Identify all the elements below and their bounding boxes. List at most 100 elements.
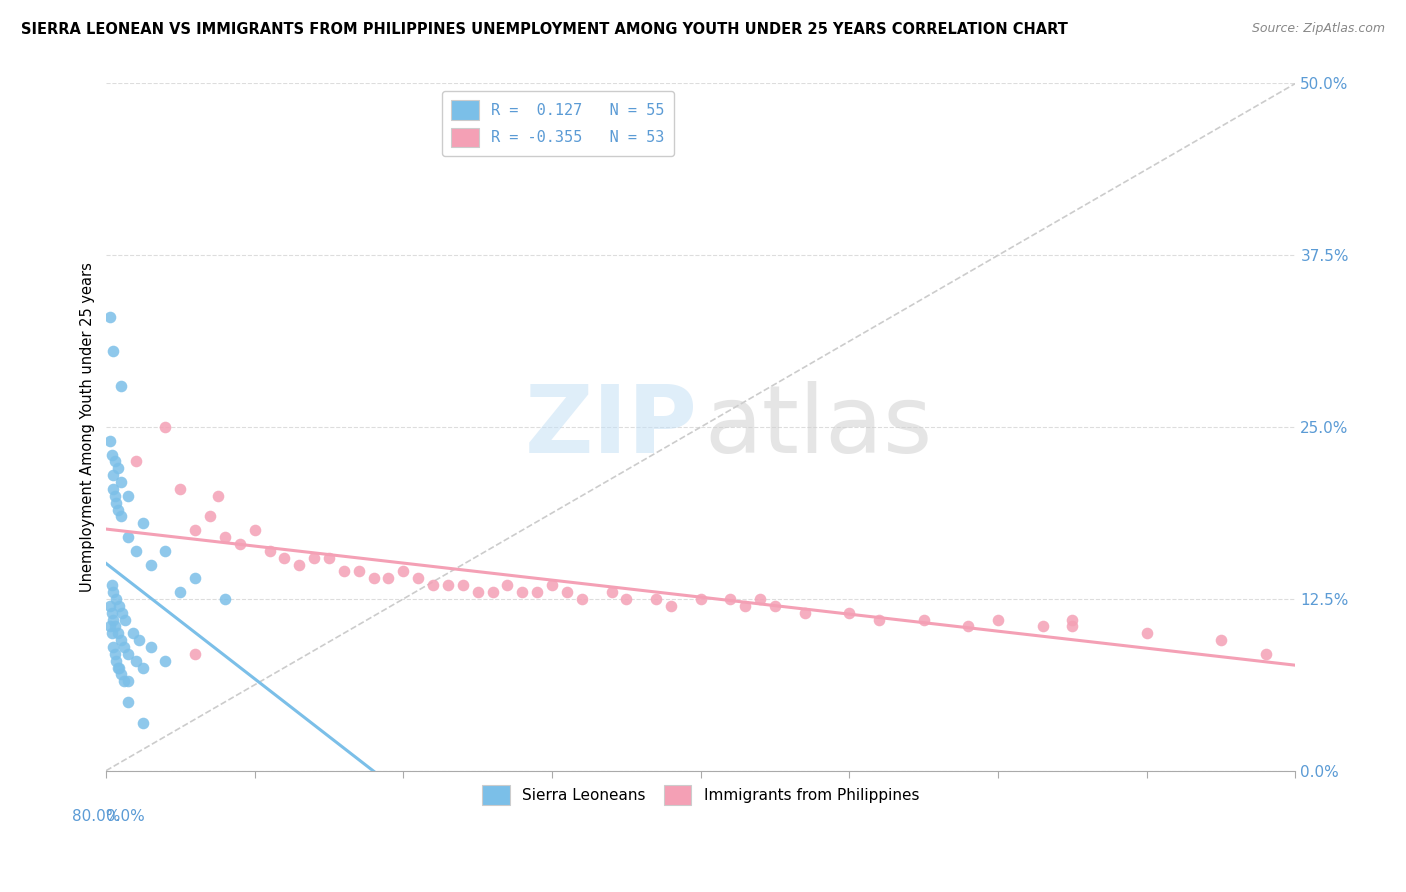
Point — [406, 571, 429, 585]
Point — [363, 571, 385, 585]
Point — [101, 626, 124, 640]
Point — [198, 509, 221, 524]
Point — [347, 565, 370, 579]
Point — [117, 695, 139, 709]
Point — [763, 599, 786, 613]
Point — [838, 606, 860, 620]
Point — [104, 454, 127, 468]
Point — [110, 475, 132, 489]
Point — [793, 606, 815, 620]
Point — [125, 543, 148, 558]
Point — [243, 523, 266, 537]
Point — [107, 502, 129, 516]
Point — [132, 516, 155, 531]
Point — [125, 654, 148, 668]
Point — [103, 468, 125, 483]
Point — [184, 647, 207, 661]
Y-axis label: Unemployment Among Youth under 25 years: Unemployment Among Youth under 25 years — [80, 262, 94, 592]
Point — [121, 626, 143, 640]
Point — [510, 585, 533, 599]
Point — [103, 344, 125, 359]
Point — [107, 660, 129, 674]
Point — [114, 613, 136, 627]
Point — [101, 606, 124, 620]
Point — [1032, 619, 1054, 633]
Point — [467, 585, 489, 599]
Point — [103, 640, 125, 654]
Point — [392, 565, 415, 579]
Point — [155, 420, 177, 434]
Point — [437, 578, 460, 592]
Point — [110, 509, 132, 524]
Point — [1136, 626, 1159, 640]
Point — [155, 654, 177, 668]
Point — [1062, 619, 1084, 633]
Point — [184, 523, 207, 537]
Point — [139, 640, 162, 654]
Point — [496, 578, 519, 592]
Text: 0.0%: 0.0% — [105, 808, 145, 823]
Point — [169, 482, 191, 496]
Point — [377, 571, 399, 585]
Point — [214, 530, 236, 544]
Point — [112, 640, 135, 654]
Point — [100, 434, 122, 448]
Point — [132, 715, 155, 730]
Point — [103, 482, 125, 496]
Point — [110, 633, 132, 648]
Point — [481, 585, 503, 599]
Point — [555, 585, 578, 599]
Point — [616, 591, 638, 606]
Legend: Sierra Leoneans, Immigrants from Philippines: Sierra Leoneans, Immigrants from Philipp… — [477, 780, 925, 811]
Point — [125, 454, 148, 468]
Point — [526, 585, 548, 599]
Point — [108, 599, 131, 613]
Point — [749, 591, 772, 606]
Point — [100, 619, 122, 633]
Point — [117, 489, 139, 503]
Point — [155, 543, 177, 558]
Point — [104, 619, 127, 633]
Point — [689, 591, 711, 606]
Point — [987, 613, 1010, 627]
Point — [912, 613, 935, 627]
Point — [422, 578, 444, 592]
Point — [104, 647, 127, 661]
Point — [169, 585, 191, 599]
Point — [101, 578, 124, 592]
Point — [207, 489, 229, 503]
Point — [734, 599, 756, 613]
Point — [184, 571, 207, 585]
Point — [645, 591, 668, 606]
Point — [288, 558, 311, 572]
Point — [100, 599, 122, 613]
Point — [273, 550, 295, 565]
Point — [105, 654, 128, 668]
Point — [110, 379, 132, 393]
Point — [112, 674, 135, 689]
Point — [103, 613, 125, 627]
Point — [105, 496, 128, 510]
Point — [117, 530, 139, 544]
Point — [100, 310, 122, 325]
Point — [259, 543, 281, 558]
Point — [117, 674, 139, 689]
Point — [107, 626, 129, 640]
Point — [1062, 613, 1084, 627]
Point — [600, 585, 623, 599]
Point — [302, 550, 325, 565]
Point — [111, 606, 134, 620]
Point — [1211, 633, 1233, 648]
Text: ZIP: ZIP — [524, 381, 697, 473]
Text: atlas: atlas — [704, 381, 932, 473]
Point — [541, 578, 564, 592]
Point — [1254, 647, 1277, 661]
Point — [957, 619, 980, 633]
Point — [117, 647, 139, 661]
Point — [659, 599, 682, 613]
Point — [571, 591, 593, 606]
Point — [103, 585, 125, 599]
Point — [108, 660, 131, 674]
Point — [720, 591, 742, 606]
Point — [105, 591, 128, 606]
